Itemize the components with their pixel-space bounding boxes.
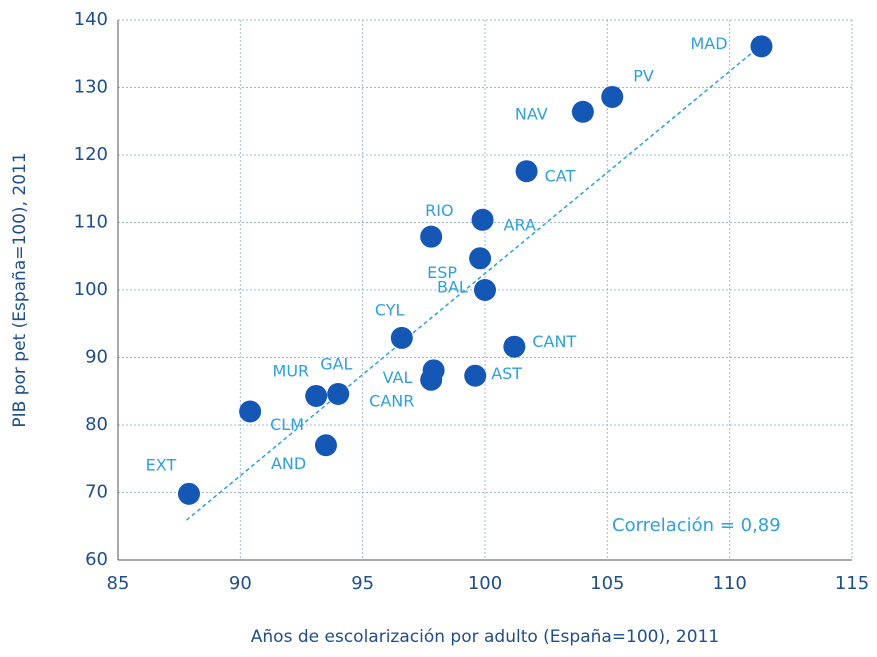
x-axis-title: Años de escolarización por adulto (Españ… (251, 627, 719, 647)
point-label: CLM (270, 415, 304, 434)
point (474, 279, 496, 301)
point (515, 160, 538, 183)
x-tick-label: 100 (468, 573, 502, 594)
y-tick-label: 60 (85, 549, 108, 570)
x-tick-label: 115 (835, 573, 869, 594)
point-label: CANT (532, 332, 576, 351)
point (471, 208, 494, 231)
point-label: ARA (504, 215, 536, 234)
y-axis-title: PIB por pet (España=100), 2011 (10, 152, 30, 427)
point-label: CANR (369, 391, 414, 410)
annotation: Correlación = 0,89 (612, 515, 781, 536)
x-tick-label: 110 (712, 573, 746, 594)
point (503, 335, 526, 358)
point (601, 85, 624, 108)
x-tick-label: 95 (351, 573, 374, 594)
x-tick-label: 85 (107, 573, 130, 594)
point-label: VAL (383, 368, 413, 387)
point (420, 225, 443, 248)
point-label: BAL (437, 278, 468, 297)
point-label: CYL (375, 300, 405, 319)
point (314, 434, 337, 457)
point (390, 326, 413, 349)
y-tick-label: 140 (74, 9, 108, 30)
point-label: MAD (690, 34, 727, 53)
point (239, 400, 262, 423)
point (469, 247, 492, 270)
point-label: EXT (146, 455, 177, 474)
y-tick-label: 130 (74, 77, 108, 98)
x-tick-label: 105 (590, 573, 624, 594)
point (750, 35, 773, 58)
y-tick-label: 120 (74, 144, 108, 165)
point-label: PV (633, 66, 654, 85)
y-tick-label: 110 (74, 212, 108, 233)
y-tick-label: 100 (74, 279, 108, 300)
point (177, 482, 200, 505)
y-tick-label: 90 (85, 347, 108, 368)
point-label: CAT (545, 167, 576, 186)
point (327, 382, 350, 405)
point-label: GAL (320, 354, 352, 373)
point (422, 359, 445, 382)
point (571, 100, 594, 123)
point (305, 384, 328, 407)
point-label: MUR (273, 361, 310, 380)
y-tick-label: 80 (85, 414, 108, 435)
point (464, 364, 487, 387)
point-label: RIO (425, 201, 453, 220)
trend-line (186, 46, 760, 521)
point-label: AST (491, 364, 522, 383)
x-tick-label: 90 (229, 573, 252, 594)
point-label: ESP (427, 263, 457, 282)
y-tick-label: 70 (85, 482, 108, 503)
point-label: NAV (515, 104, 548, 123)
point-label: AND (271, 454, 306, 473)
